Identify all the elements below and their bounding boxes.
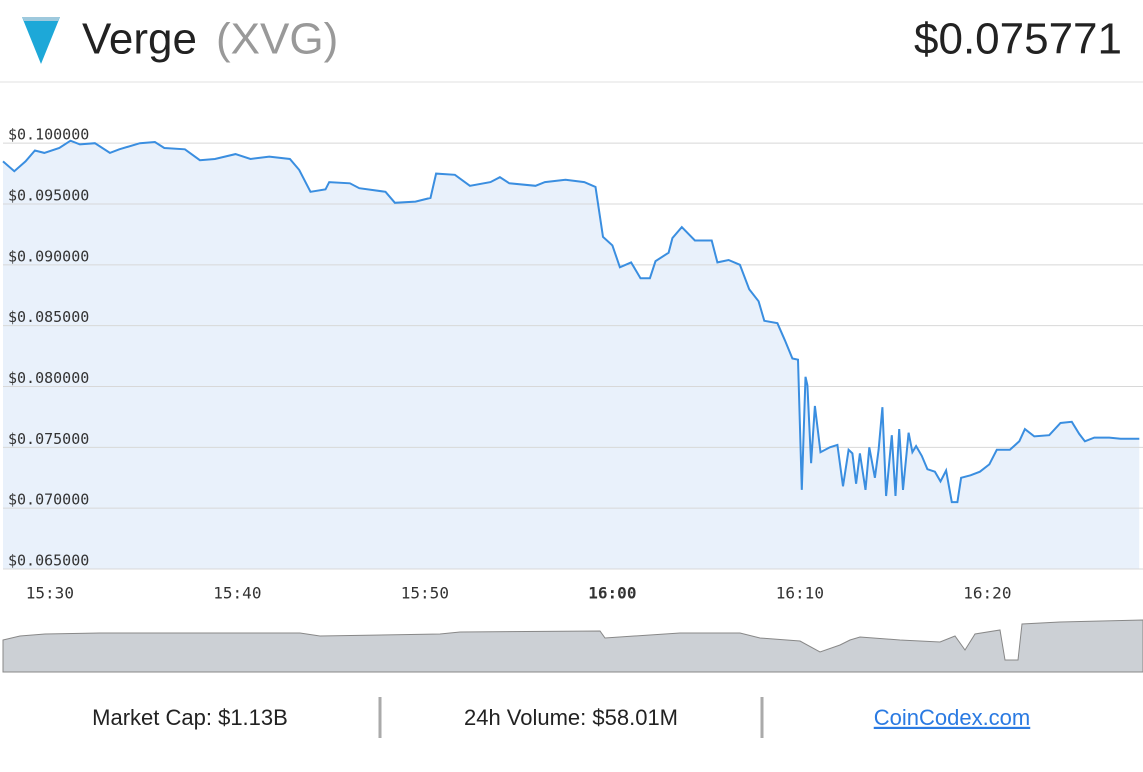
price: $0.075771 <box>914 15 1122 64</box>
volume: 24h Volume: $58.01M <box>464 705 678 730</box>
y-tick-label: $0.080000 <box>8 369 89 387</box>
logo <box>22 17 60 64</box>
x-tick-label: 16:20 <box>963 584 1011 603</box>
coincodex-link[interactable]: CoinCodex.com <box>874 705 1031 730</box>
y-tick-label: $0.095000 <box>8 187 89 205</box>
y-tick-label: $0.070000 <box>8 491 89 509</box>
navigator <box>2 619 1143 673</box>
y-tick-label: $0.085000 <box>8 308 89 326</box>
y-tick-label: $0.090000 <box>8 247 89 265</box>
y-tick-label: $0.100000 <box>8 126 89 144</box>
area-fill <box>3 140 1140 569</box>
plot: $0.100000 $0.095000 $0.090000 $0.085000 $0.0… <box>2 126 1143 603</box>
x-tick-label: 15:40 <box>213 584 261 603</box>
x-tick-label: 16:10 <box>776 584 824 603</box>
coin-symbol: (XVG) <box>216 15 338 64</box>
y-tick-label: $0.065000 <box>8 552 89 570</box>
y-tick-label: $0.075000 <box>8 430 89 448</box>
x-tick-label: 15:50 <box>401 584 449 603</box>
market-cap: Market Cap: $1.13B <box>92 705 288 730</box>
price-line <box>2 139 1140 504</box>
coin-name: Verge <box>82 15 197 64</box>
x-tick-label: 16:00 <box>588 584 636 603</box>
logo-top <box>22 17 60 21</box>
x-tick-label: 15:30 <box>26 584 74 603</box>
